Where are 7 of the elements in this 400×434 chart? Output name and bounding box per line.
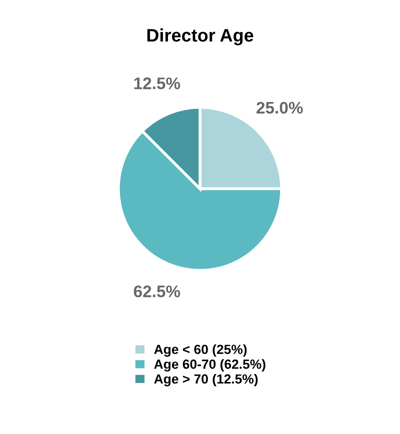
legend-label: Age < 60 (25%) <box>154 344 247 357</box>
data-label: 25.0% <box>256 102 303 114</box>
legend-label: Age > 70 (12.5%) <box>154 374 258 386</box>
data-label: 62.5% <box>134 285 180 298</box>
data-label: 12.5% <box>134 77 180 90</box>
chart-title: Director Age <box>147 28 254 46</box>
legend-label: Age 60-70 (62.5%) <box>154 359 266 372</box>
